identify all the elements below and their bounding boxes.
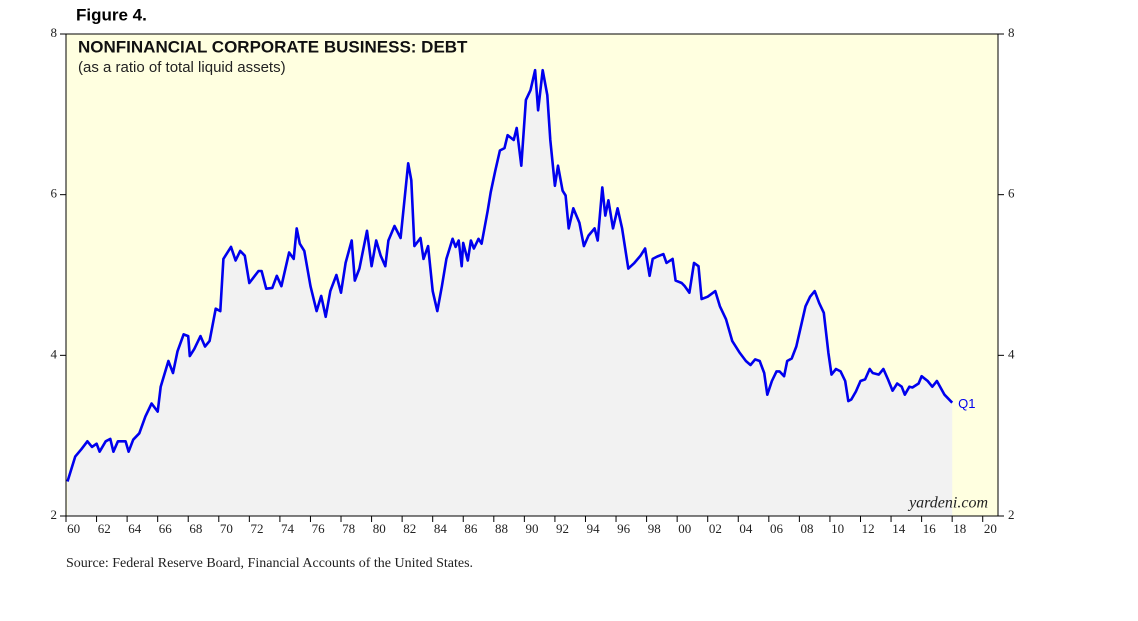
watermark: yardeni.com <box>907 495 988 512</box>
y-tick-label-right: 6 <box>1008 186 1015 201</box>
x-tick-label: 76 <box>312 521 326 536</box>
x-tick-label: 06 <box>770 521 784 536</box>
x-tick-label: 70 <box>220 521 233 536</box>
x-tick-label: 02 <box>709 521 722 536</box>
plot-frame <box>65 33 999 517</box>
line <box>66 68 954 482</box>
y-tick-label: 8 <box>51 25 58 40</box>
x-tick-label: 08 <box>801 521 814 536</box>
chart-subtitle: (as a ratio of total liquid assets) <box>78 59 286 76</box>
source-note: Source: Federal Reserve Board, Financial… <box>66 556 473 571</box>
x-tick-label: 10 <box>831 521 844 536</box>
x-tick-label: 16 <box>923 521 937 536</box>
chart-title: NONFINANCIAL CORPORATE BUSINESS: DEBT <box>78 37 468 56</box>
x-tick-label: 88 <box>495 521 508 536</box>
y-tick-label-right: 8 <box>1008 25 1015 40</box>
x-tick-label: 98 <box>648 521 661 536</box>
x-tick-label: 82 <box>403 521 416 536</box>
x-tick-label: 96 <box>617 521 631 536</box>
y-tick-label: 6 <box>51 186 58 201</box>
annotation: Q1 <box>958 396 975 411</box>
y-tick-label-right: 2 <box>1008 507 1015 522</box>
x-tick-label: 20 <box>984 521 997 536</box>
x-tick-label: 18 <box>953 521 966 536</box>
x-tick-label: 66 <box>159 521 173 536</box>
x-tick-label: 00 <box>678 521 691 536</box>
x-tick-label: 92 <box>556 521 569 536</box>
x-tick-label: 68 <box>189 521 202 536</box>
x-tick-label: 14 <box>892 521 906 536</box>
y-tick-label-right: 4 <box>1008 346 1015 361</box>
y-tick-label: 2 <box>51 507 58 522</box>
x-tick-label: 04 <box>739 521 753 536</box>
figure-label: Figure 4. <box>76 5 147 24</box>
x-tick-label: 60 <box>67 521 80 536</box>
x-tick-label: 94 <box>587 521 601 536</box>
x-tick-label: 90 <box>526 521 539 536</box>
y-tick-label: 4 <box>51 346 58 361</box>
x-tick-label: 78 <box>342 521 355 536</box>
x-tick-label: 72 <box>250 521 263 536</box>
x-tick-label: 80 <box>373 521 386 536</box>
x-tick-label: 12 <box>862 521 875 536</box>
x-tick-label: 74 <box>281 521 295 536</box>
x-tick-label: 86 <box>464 521 478 536</box>
x-tick-label: 62 <box>98 521 111 536</box>
area <box>67 70 953 516</box>
x-tick-label: 84 <box>434 521 448 536</box>
x-tick-label: 64 <box>128 521 142 536</box>
